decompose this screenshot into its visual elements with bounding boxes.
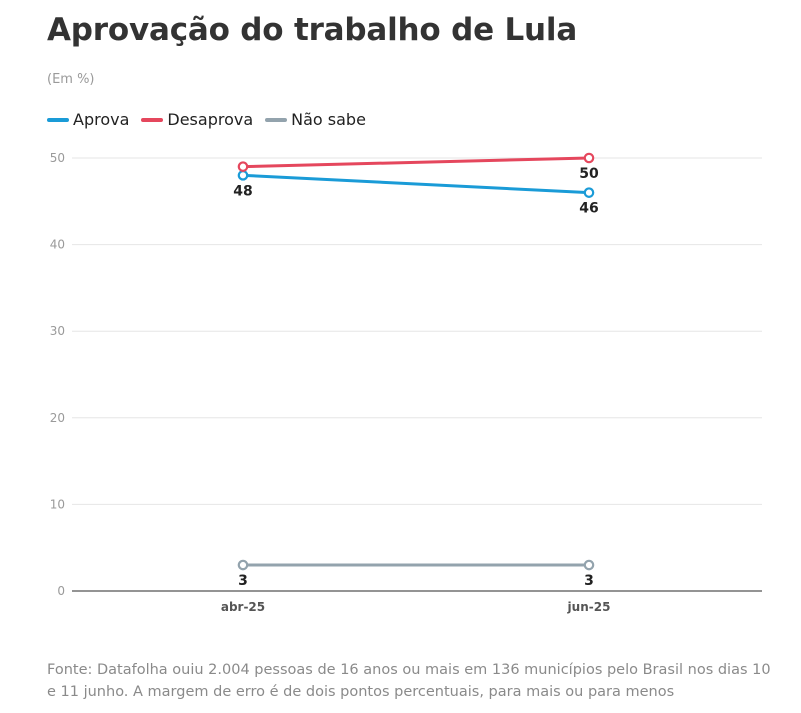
legend-item-desaprova: Desaprova bbox=[141, 110, 253, 129]
source-note: Fonte: Datafolha ouiu 2.004 pessoas de 1… bbox=[47, 662, 771, 700]
legend-swatch-desaprova bbox=[141, 117, 164, 122]
x-tick-label: jun-25 bbox=[567, 600, 611, 614]
data-point-desaprova bbox=[237, 161, 249, 172]
data-label-nao-sabe: 3 bbox=[238, 573, 248, 589]
data-point-nao-sabe bbox=[583, 559, 595, 571]
y-tick-label: 30 bbox=[50, 324, 65, 338]
data-label-aprova: 48 bbox=[233, 183, 252, 199]
legend-swatch-aprova bbox=[47, 117, 69, 122]
data-point-nao-sabe bbox=[237, 559, 249, 571]
y-tick-label: 50 bbox=[50, 151, 65, 165]
data-label-aprova: 46 bbox=[579, 201, 598, 217]
legend-label-desaprova: Desaprova bbox=[167, 110, 254, 129]
line-chart: 0 10 20 30 40 50 abr-25 jun-25 48 46 50 3 3 bbox=[50, 151, 762, 614]
series-line-aprova bbox=[242, 173, 590, 195]
legend-label-nao-sabe: Não sabe bbox=[291, 110, 366, 129]
data-label-desaprova: 50 bbox=[579, 166, 599, 182]
data-label-nao-sabe: 3 bbox=[584, 573, 594, 589]
legend-label-aprova: Aprova bbox=[73, 110, 130, 129]
data-point-aprova bbox=[583, 187, 595, 198]
chart-title: Aprovação do trabalho de Lula bbox=[47, 12, 578, 48]
x-tick-label: abr-25 bbox=[221, 600, 265, 614]
y-tick-label: 0 bbox=[57, 584, 65, 598]
legend-swatch-nao-sabe bbox=[265, 117, 288, 122]
legend-item-nao-sabe: Não sabe bbox=[265, 110, 366, 129]
data-point-aprova bbox=[237, 170, 249, 181]
y-tick-label: 40 bbox=[50, 238, 65, 252]
y-tick-label: 20 bbox=[50, 411, 65, 425]
chart-subtitle: (Em %) bbox=[47, 72, 95, 87]
data-point-desaprova bbox=[583, 152, 595, 164]
y-tick-label: 10 bbox=[50, 497, 65, 511]
legend-item-aprova: Aprova bbox=[47, 110, 129, 129]
legend: Aprova Desaprova Não sabe bbox=[47, 110, 378, 129]
series-line-desaprova bbox=[242, 156, 590, 169]
